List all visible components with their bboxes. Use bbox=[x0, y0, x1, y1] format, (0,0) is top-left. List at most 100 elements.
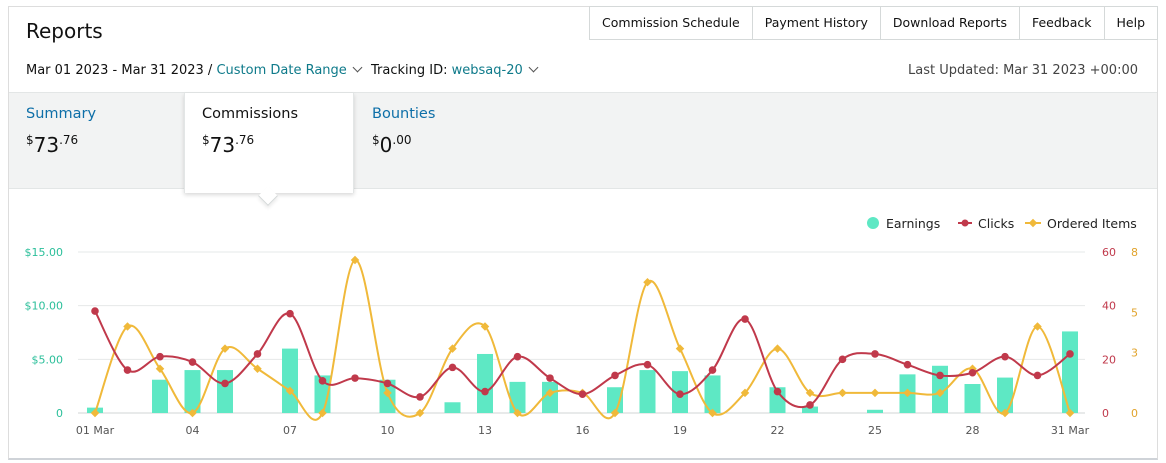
x-tick-label: 31 Mar bbox=[1051, 424, 1090, 437]
ordered-items-point bbox=[123, 322, 132, 331]
last-updated: Last Updated: Mar 31 2023 +00:00 bbox=[908, 63, 1138, 78]
clicks-point bbox=[741, 315, 749, 323]
bounties-amount: $0.00 bbox=[372, 133, 412, 157]
earnings-bar bbox=[282, 348, 298, 413]
earnings-bar bbox=[477, 353, 493, 413]
x-tick-label: 10 bbox=[381, 424, 395, 437]
clicks-point bbox=[936, 371, 944, 380]
earnings-bar bbox=[542, 381, 558, 413]
clicks-point bbox=[611, 371, 619, 380]
earnings-bar bbox=[509, 381, 526, 413]
earnings-bar bbox=[152, 379, 168, 413]
clicks-point bbox=[708, 366, 717, 374]
commission-schedule-link[interactable]: Commission Schedule bbox=[589, 6, 753, 40]
clicks-point bbox=[903, 360, 912, 369]
earnings-bar bbox=[867, 409, 883, 413]
x-tick-label: 16 bbox=[576, 424, 590, 437]
ordered-items-point bbox=[318, 408, 327, 418]
ordered-items-point bbox=[708, 408, 717, 418]
summary-tabs: Summary $73.76 Commissions $73.76 Bounti… bbox=[9, 92, 1157, 193]
x-tick-label: 01 Mar bbox=[76, 424, 115, 437]
clicks-point bbox=[156, 352, 164, 361]
ordered-items-point bbox=[448, 344, 457, 353]
custom-date-range-link[interactable]: Custom Date Range bbox=[216, 63, 347, 78]
ordered-items-point bbox=[838, 388, 847, 398]
ordered-items-point bbox=[935, 388, 945, 398]
y-left-tick-label: $10.00 bbox=[25, 300, 64, 313]
clicks-point bbox=[286, 309, 294, 318]
y-right-clicks-tick-label: 40 bbox=[1102, 300, 1116, 313]
tracking-id-selector[interactable]: Tracking ID: websaq-20 bbox=[371, 62, 539, 78]
help-link[interactable]: Help bbox=[1103, 6, 1158, 40]
ordered-items-point bbox=[1065, 408, 1075, 418]
ordered-items-point bbox=[383, 388, 392, 398]
y-left-tick-label: $5.00 bbox=[32, 353, 64, 366]
tracking-id-value[interactable]: websaq-20 bbox=[451, 63, 523, 78]
clicks-point bbox=[773, 387, 782, 396]
x-tick-label: 25 bbox=[868, 424, 882, 437]
legend-earnings-swatch bbox=[867, 217, 879, 229]
ordered-items-point bbox=[610, 408, 620, 418]
clicks-point bbox=[448, 363, 457, 372]
clicks-point bbox=[91, 307, 99, 315]
y-left-tick-label: 0 bbox=[56, 407, 63, 420]
legend-clicks-swatch bbox=[961, 219, 969, 227]
legend-earnings-label: Earnings bbox=[886, 216, 940, 231]
y-right-clicks-tick-label: 0 bbox=[1102, 407, 1109, 420]
ordered-items-point bbox=[350, 255, 360, 265]
date-range-text: Mar 01 2023 - Mar 31 2023 / bbox=[26, 63, 213, 78]
earnings-bar bbox=[217, 370, 233, 413]
ordered-items-point bbox=[253, 364, 262, 373]
clicks-point bbox=[871, 350, 879, 358]
y-right-ordered-tick-label: 0 bbox=[1131, 407, 1138, 420]
tab-bounties[interactable]: Bounties $0.00 bbox=[355, 93, 525, 190]
clicks-point bbox=[513, 352, 522, 361]
earnings-bar bbox=[639, 370, 656, 413]
tab-summary-label: Summary bbox=[26, 106, 97, 122]
clicks-point bbox=[351, 374, 359, 382]
x-tick-label: 04 bbox=[186, 424, 200, 437]
ordered-items-point bbox=[545, 388, 555, 398]
ordered-items-point bbox=[480, 322, 490, 331]
ordered-items-point bbox=[773, 344, 782, 353]
clicks-point bbox=[253, 350, 262, 358]
clicks-point bbox=[1001, 352, 1009, 361]
clicks-point bbox=[221, 379, 229, 388]
date-range-selector[interactable]: Mar 01 2023 - Mar 31 2023 / Custom Date … bbox=[26, 62, 363, 78]
clicks-point bbox=[318, 377, 327, 385]
top-links: Commission Schedule Payment History Down… bbox=[589, 6, 1158, 40]
ordered-items-point bbox=[805, 388, 815, 398]
y-left-tick-label: $15.00 bbox=[25, 246, 64, 259]
earnings-bar bbox=[704, 375, 721, 413]
y-right-ordered-tick-label: 3 bbox=[1131, 347, 1138, 360]
commissions-amount: $73.76 bbox=[202, 133, 255, 157]
payment-history-link[interactable]: Payment History bbox=[751, 6, 881, 40]
ordered-items-point bbox=[415, 408, 425, 418]
ordered-items-point bbox=[513, 408, 522, 418]
ordered-items-point bbox=[870, 388, 880, 398]
clicks-point bbox=[968, 368, 977, 377]
y-right-ordered-tick-label: 8 bbox=[1131, 246, 1138, 259]
ordered-items-point bbox=[643, 277, 652, 287]
ordered-items-point bbox=[220, 344, 230, 353]
tab-commissions[interactable]: Commissions $73.76 bbox=[184, 93, 354, 193]
clicks-point bbox=[123, 366, 132, 374]
y-right-clicks-tick-label: 60 bbox=[1102, 246, 1116, 259]
earnings-bar bbox=[1062, 331, 1078, 413]
tab-bounties-label: Bounties bbox=[372, 106, 436, 122]
clicks-point bbox=[838, 355, 847, 364]
earnings-bar bbox=[997, 377, 1013, 413]
ordered-items-point bbox=[903, 388, 912, 398]
tab-commissions-label: Commissions bbox=[202, 106, 299, 122]
tab-summary[interactable]: Summary $73.76 bbox=[9, 93, 184, 190]
earnings-bar bbox=[964, 384, 981, 413]
x-tick-label: 19 bbox=[673, 424, 687, 437]
clicks-point bbox=[578, 390, 587, 399]
legend-clicks-label: Clicks bbox=[978, 216, 1014, 231]
x-tick-label: 07 bbox=[283, 424, 297, 437]
earnings-bar bbox=[184, 370, 201, 413]
earnings-bar bbox=[769, 387, 786, 413]
clicks-point bbox=[383, 379, 392, 388]
ordered-items-point bbox=[90, 408, 100, 418]
ordered-items-point bbox=[188, 408, 197, 418]
